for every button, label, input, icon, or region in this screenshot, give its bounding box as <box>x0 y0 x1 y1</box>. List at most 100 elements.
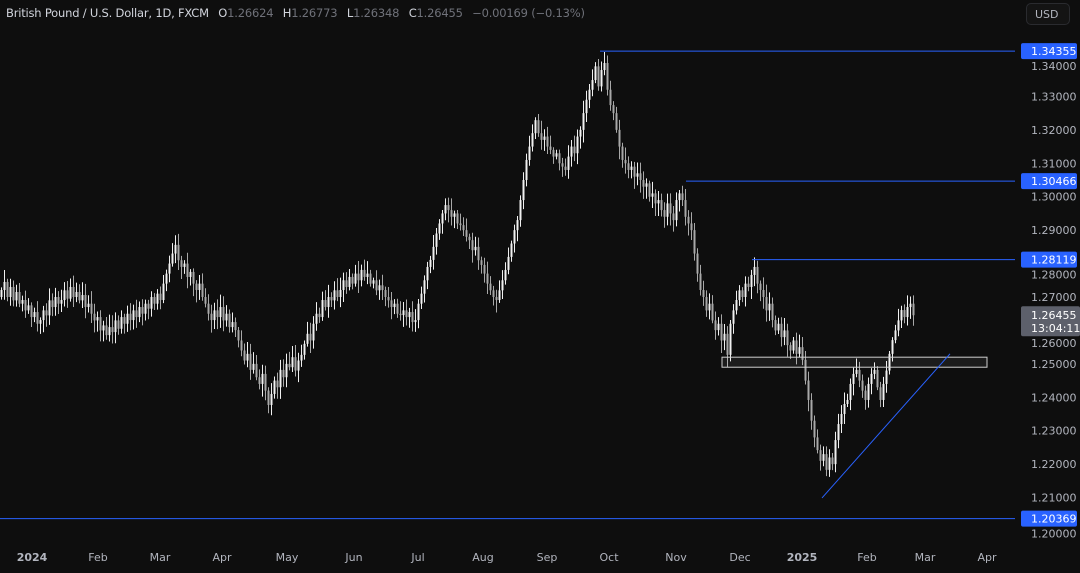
candle-body <box>165 273 168 284</box>
candle <box>624 147 627 174</box>
candle <box>582 100 585 143</box>
candle <box>261 364 264 397</box>
time-tick-label: Oct <box>599 551 619 564</box>
candle <box>507 247 510 275</box>
price-axis[interactable]: 1.20000 1.21000 1.22000 1.23000 1.24000 1.250… <box>1021 43 1080 541</box>
candle-body <box>810 399 813 421</box>
candle <box>66 281 69 308</box>
candle <box>750 269 753 299</box>
candle <box>642 171 645 199</box>
candle <box>876 366 879 391</box>
candle <box>87 295 90 313</box>
candle <box>6 278 9 302</box>
candle-body <box>579 129 582 137</box>
candle <box>453 210 456 229</box>
candle-body <box>306 333 309 344</box>
bar-countdown-label: 13:04:11 <box>1031 322 1080 335</box>
candle <box>63 282 66 307</box>
candle-body <box>198 283 201 290</box>
candle <box>621 142 624 168</box>
candle-body <box>216 310 219 318</box>
candle <box>279 359 282 399</box>
candle-body <box>756 266 759 284</box>
candle-body <box>303 343 306 355</box>
candle <box>132 304 135 330</box>
candle <box>3 270 6 300</box>
candle <box>345 272 348 294</box>
candle <box>579 126 582 149</box>
candle <box>639 162 642 193</box>
candle <box>429 255 432 274</box>
candle-body <box>411 312 414 323</box>
support-zone-rectangle[interactable] <box>721 356 988 368</box>
candle <box>252 352 255 374</box>
candle <box>663 202 666 228</box>
time-tick-label: Nov <box>665 551 687 564</box>
candle <box>462 217 465 237</box>
candle-body <box>336 290 339 298</box>
candle <box>75 282 78 303</box>
candle <box>570 139 573 167</box>
candle-body <box>153 297 156 304</box>
candle <box>99 310 102 342</box>
candle <box>546 126 549 154</box>
candle-body <box>873 369 876 374</box>
candle-body <box>513 230 516 244</box>
candle <box>249 343 252 380</box>
last-price-label: 1.26455 <box>1031 309 1077 322</box>
candle <box>837 413 840 449</box>
candle <box>207 294 210 321</box>
candle-body <box>231 322 234 328</box>
candle-body <box>804 359 807 381</box>
candle <box>180 255 183 280</box>
candle-body <box>771 303 774 321</box>
candle-body <box>45 310 48 316</box>
candle <box>240 330 243 357</box>
currency-button[interactable]: USD <box>1026 3 1070 25</box>
candle <box>366 261 369 285</box>
candle-body <box>342 280 345 290</box>
candle <box>42 305 45 333</box>
candle <box>603 52 606 76</box>
candle-body <box>420 293 423 304</box>
candle <box>747 276 750 292</box>
time-axis[interactable]: 2024 Feb Mar Apr May Jun Jul Aug Sep Oct Nov Dec 202… <box>17 551 997 564</box>
symbol-title[interactable]: British Pound / U.S. Dollar, 1D, FXCM <box>6 6 209 20</box>
price-level-badge <box>1021 251 1077 268</box>
candle <box>360 264 363 287</box>
candle <box>351 273 354 290</box>
trendline[interactable] <box>821 353 951 499</box>
candle-body <box>267 390 270 405</box>
time-tick-label: Mar <box>915 551 936 564</box>
candle-body <box>426 266 429 281</box>
candle <box>147 299 150 320</box>
price-level-badge-label: 1.20369 <box>1031 513 1077 526</box>
candle <box>681 185 684 206</box>
candle-body <box>660 200 663 211</box>
candle-body <box>396 303 399 314</box>
candle <box>153 293 156 311</box>
candle-body <box>225 313 228 321</box>
candle <box>45 303 48 327</box>
candle <box>378 279 381 300</box>
candle <box>210 304 213 333</box>
candle <box>204 288 207 308</box>
candle-body <box>813 420 816 438</box>
candle-body <box>834 440 837 465</box>
candle <box>81 282 84 308</box>
candle-body <box>894 330 897 341</box>
candle <box>264 365 267 401</box>
candle-body <box>417 303 420 321</box>
candle-body <box>891 340 894 354</box>
candle-body <box>684 200 687 217</box>
candle-body <box>567 156 570 170</box>
candle-body <box>450 210 453 217</box>
candle <box>423 275 426 303</box>
candle-body <box>81 295 84 301</box>
candle-body <box>837 424 840 441</box>
candle <box>513 224 516 253</box>
candle-body <box>180 260 183 267</box>
candle-body <box>0 289 3 298</box>
candle-body <box>96 317 99 321</box>
